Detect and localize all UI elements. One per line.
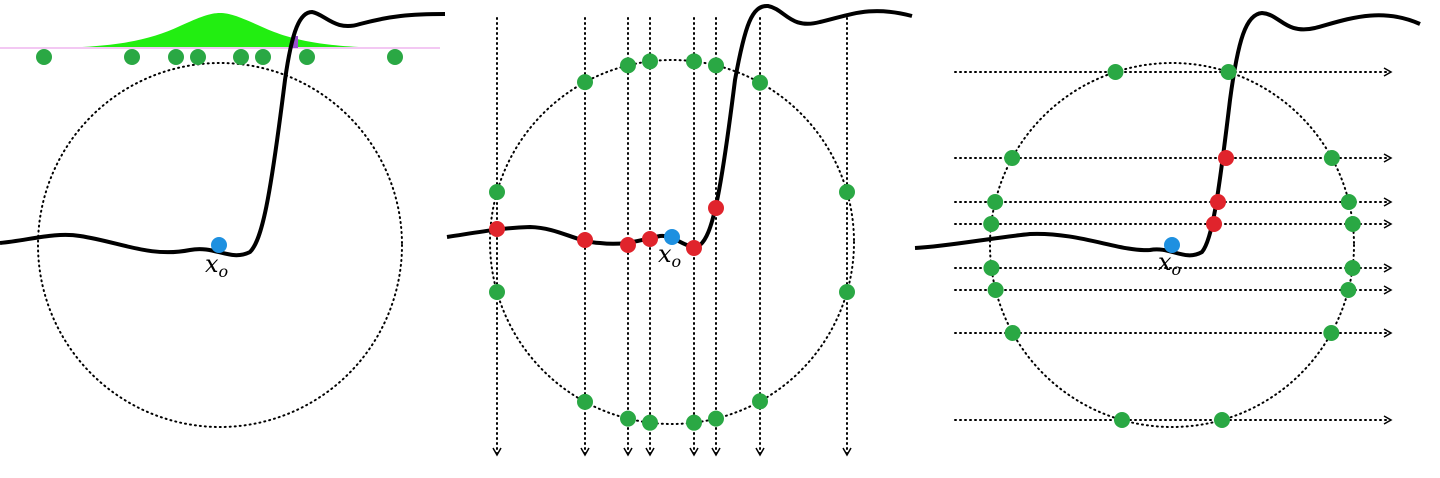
point [577, 74, 593, 91]
point [839, 184, 855, 201]
arrow-head [755, 447, 765, 457]
point [1340, 282, 1357, 298]
arrow-head [1383, 415, 1393, 425]
point [752, 393, 768, 410]
arrow-head [623, 447, 633, 457]
point [686, 414, 702, 431]
point [168, 49, 184, 65]
point [620, 410, 636, 427]
curve [446, 4, 913, 249]
point [620, 57, 636, 74]
point [686, 240, 702, 256]
point [1004, 325, 1021, 341]
point [708, 57, 724, 74]
intersection [292, 36, 298, 48]
label-part: o [219, 262, 229, 281]
point [577, 393, 593, 410]
circle [989, 62, 1355, 428]
label: xo [205, 250, 228, 281]
point [255, 49, 271, 65]
point [1210, 194, 1226, 210]
arrow-head [1383, 263, 1393, 273]
point [642, 414, 658, 431]
arrow-head [1383, 285, 1393, 295]
point [489, 221, 505, 237]
arrow-head [492, 447, 502, 457]
label-part: x [1158, 248, 1172, 276]
label-part: x [205, 250, 219, 278]
label: xo [1158, 248, 1181, 279]
point [1107, 64, 1124, 80]
arrow-head [1383, 153, 1393, 163]
point [987, 282, 1004, 298]
point [983, 216, 1000, 232]
point [664, 229, 680, 245]
point [233, 49, 249, 65]
point [686, 53, 702, 70]
point [1344, 260, 1361, 276]
point [752, 74, 768, 91]
label-part: o [672, 252, 682, 271]
density [0, 13, 440, 48]
point [124, 49, 140, 65]
point [190, 49, 206, 65]
arrow-head [1383, 328, 1393, 338]
arrow-head [580, 447, 590, 457]
arrow-head [842, 447, 852, 457]
label: xo [658, 240, 681, 271]
point [1206, 216, 1222, 232]
arrow-head [1383, 219, 1393, 229]
point [1323, 325, 1340, 341]
circle [37, 62, 403, 428]
point [1340, 194, 1357, 210]
arrow-head [689, 447, 699, 457]
point [299, 49, 315, 65]
point [1344, 216, 1361, 232]
label-part: x [658, 240, 672, 268]
point [1004, 150, 1021, 166]
point [489, 283, 505, 300]
arrow-head [1383, 197, 1393, 207]
label-part: o [1172, 260, 1182, 279]
point [708, 410, 724, 427]
curve [0, 10, 446, 258]
point [36, 49, 52, 65]
point [839, 283, 855, 300]
point [1323, 150, 1340, 166]
point [577, 232, 593, 248]
arrow-head [1383, 67, 1393, 77]
point [708, 200, 724, 216]
point [1114, 412, 1131, 428]
point [387, 49, 403, 65]
point [983, 260, 1000, 276]
point [1164, 237, 1180, 253]
point [620, 237, 636, 253]
point [211, 237, 227, 253]
circle [489, 59, 855, 425]
point [1218, 150, 1234, 166]
point [642, 53, 658, 70]
point [1220, 64, 1237, 80]
point [642, 231, 658, 247]
point [489, 184, 505, 201]
arrow-head [711, 447, 721, 457]
arrow-head [645, 447, 655, 457]
point [987, 194, 1004, 210]
point [1213, 412, 1230, 428]
